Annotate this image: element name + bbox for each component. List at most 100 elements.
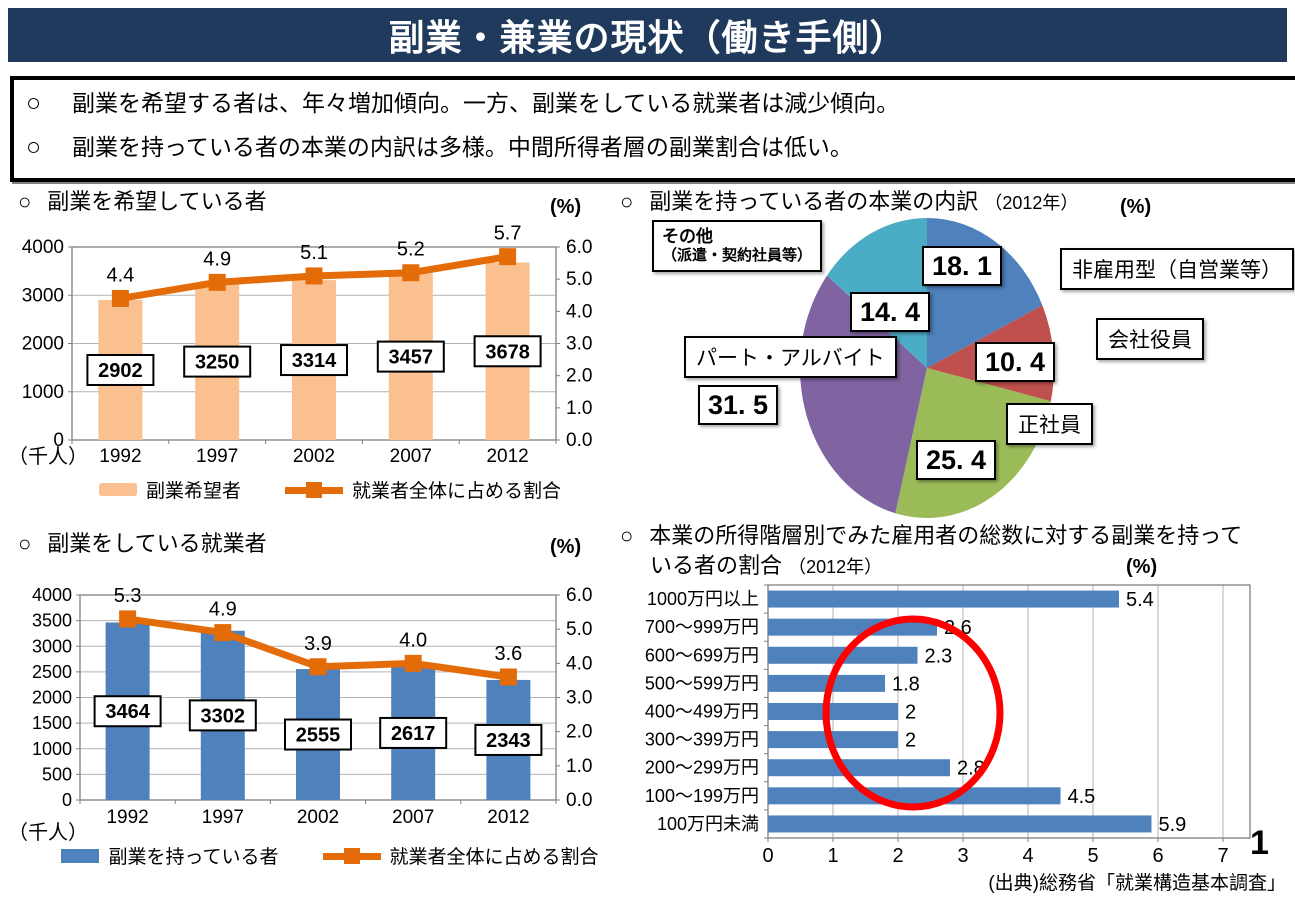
svg-text:400～499万円: 400～499万円 xyxy=(645,702,759,722)
svg-text:1000万円以上: 1000万円以上 xyxy=(647,589,759,609)
svg-text:5.0: 5.0 xyxy=(566,619,592,640)
svg-text:4.9: 4.9 xyxy=(209,599,237,621)
svg-text:1000: 1000 xyxy=(32,739,72,759)
svg-text:5.3: 5.3 xyxy=(114,585,142,607)
header-bar: 副業・兼業の現状（働き手側） xyxy=(8,8,1287,62)
income-heading-line2: いる者の割合 （2012年） xyxy=(650,553,883,578)
section-circle-icon: ○ xyxy=(18,189,32,214)
svg-text:2002: 2002 xyxy=(293,446,335,467)
wishers-legend-line-label: 就業者全体に占める割合 xyxy=(352,481,562,502)
svg-text:3250: 3250 xyxy=(195,352,240,374)
svg-text:5.0: 5.0 xyxy=(566,269,592,290)
svg-text:5: 5 xyxy=(1087,845,1098,867)
income-chart: 0 1 2 3 4 5 6 75.41000万円以上2.6700～999万円2.3600～69… xyxy=(645,584,1251,867)
mainjob-heading: ○ 副業を持っている者の本業の内訳 （2012年） xyxy=(620,184,1078,216)
svg-text:2: 2 xyxy=(905,730,916,752)
svg-text:5.7: 5.7 xyxy=(494,223,522,245)
svg-text:0: 0 xyxy=(762,845,773,867)
mainjob-year-note: （2012年） xyxy=(984,193,1079,213)
svg-text:0: 0 xyxy=(53,430,64,451)
holders-title: 副業をしている就業者 xyxy=(47,531,267,556)
income-year-note: （2012年） xyxy=(788,557,883,577)
svg-text:300～399万円: 300～399万円 xyxy=(645,730,759,750)
pie-value-other: 14. 4 xyxy=(850,292,931,333)
svg-text:1.0: 1.0 xyxy=(566,398,592,419)
svg-text:1: 1 xyxy=(827,845,838,867)
svg-text:3.9: 3.9 xyxy=(304,633,332,655)
svg-text:3500: 3500 xyxy=(32,611,72,631)
svg-text:0.0: 0.0 xyxy=(566,790,592,811)
section-circle-icon: ○ xyxy=(620,523,634,548)
svg-text:5.2: 5.2 xyxy=(397,239,425,261)
pie-label-executive: 会社役員 xyxy=(1096,318,1204,360)
holders-chart: 0 500 1000 1500 2000 2500 3000 3500 4000 0.0 1.0 2.… xyxy=(32,585,592,828)
svg-text:7: 7 xyxy=(1217,845,1228,867)
svg-text:3457: 3457 xyxy=(389,347,434,369)
page-number: 1 xyxy=(1250,824,1269,862)
summary-bullet-2: ○ 副業を持っている者の本業の内訳は多様。中間所得者層の副業割合は低い。 xyxy=(26,128,1293,172)
wishers-heading: ○ 副業を希望している者 xyxy=(18,184,267,216)
svg-text:4000: 4000 xyxy=(22,237,64,258)
holders-left-axis-unit: （千人） xyxy=(8,822,88,844)
svg-text:4: 4 xyxy=(1022,845,1033,867)
bullet-circle-icon: ○ xyxy=(26,89,42,117)
svg-text:2007: 2007 xyxy=(392,807,434,828)
svg-text:700～999万円: 700～999万円 xyxy=(645,617,759,637)
svg-text:2.3: 2.3 xyxy=(925,645,953,667)
bar-swatch-icon xyxy=(61,848,100,863)
summary-bullet-1-text: 副業を希望する者は、年々増加傾向。一方、副業をしている就業者は減少傾向。 xyxy=(72,90,900,116)
bar-swatch-icon xyxy=(98,483,137,496)
svg-text:1992: 1992 xyxy=(106,807,148,828)
svg-text:200～299万円: 200～299万円 xyxy=(645,758,759,778)
wishers-chart: 0 1000 2000 3000 4000 0.0 1.0 2.0 3.0 4.0 5.0 6.0 19… xyxy=(22,223,593,467)
svg-text:2000: 2000 xyxy=(22,334,64,355)
section-circle-icon: ○ xyxy=(18,531,32,556)
svg-text:2500: 2500 xyxy=(32,662,72,682)
svg-text:2555: 2555 xyxy=(296,725,341,747)
svg-text:100～199万円: 100～199万円 xyxy=(645,786,759,806)
wishers-right-axis-unit: (%) xyxy=(550,196,582,218)
svg-text:2: 2 xyxy=(892,845,903,867)
bullet-circle-icon: ○ xyxy=(26,133,42,161)
svg-text:3302: 3302 xyxy=(201,705,246,727)
summary-bullet-2-text: 副業を持っている者の本業の内訳は多様。中間所得者層の副業割合は低い。 xyxy=(72,134,853,160)
svg-text:2: 2 xyxy=(905,702,916,724)
svg-text:2902: 2902 xyxy=(98,360,143,382)
svg-text:1000: 1000 xyxy=(22,382,64,403)
svg-text:3.6: 3.6 xyxy=(494,643,522,665)
svg-text:4.4: 4.4 xyxy=(106,264,134,286)
holders-legend: 副業を持っている者 就業者全体に占める割合 xyxy=(30,842,630,869)
svg-text:3.0: 3.0 xyxy=(566,688,592,709)
source-note: (出典)総務省「就業構造基本調査」 xyxy=(988,873,1286,894)
svg-text:5.4: 5.4 xyxy=(1126,589,1154,611)
svg-text:3464: 3464 xyxy=(105,701,150,723)
svg-text:2617: 2617 xyxy=(391,723,436,745)
holders-heading: ○ 副業をしている就業者 xyxy=(18,526,267,558)
pie-label-self-employed: 非雇用型（自営業等） xyxy=(1060,248,1294,290)
svg-text:1.8: 1.8 xyxy=(892,673,920,695)
wishers-title: 副業を希望している者 xyxy=(47,189,267,214)
holders-legend-line-label: 就業者全体に占める割合 xyxy=(389,847,599,868)
svg-text:1.0: 1.0 xyxy=(566,756,592,777)
svg-text:3: 3 xyxy=(957,845,968,867)
svg-text:5.9: 5.9 xyxy=(1159,814,1187,836)
pie-value-regular-employee: 25. 4 xyxy=(916,440,997,481)
svg-text:4.9: 4.9 xyxy=(203,248,231,270)
mainjob-title: 副業を持っている者の本業の内訳 xyxy=(649,189,979,214)
svg-text:2000: 2000 xyxy=(32,688,72,708)
wishers-legend-bar-label: 副業希望者 xyxy=(145,481,241,502)
svg-text:4000: 4000 xyxy=(32,585,72,605)
svg-text:3314: 3314 xyxy=(292,350,337,372)
svg-text:3000: 3000 xyxy=(22,285,64,306)
svg-text:1997: 1997 xyxy=(202,807,244,828)
svg-text:0.0: 0.0 xyxy=(566,430,592,451)
svg-text:4.5: 4.5 xyxy=(1068,786,1096,808)
wishers-legend: 副業希望者 就業者全体に占める割合 xyxy=(30,476,630,503)
svg-text:1997: 1997 xyxy=(196,446,238,467)
summary-bullet-1: ○ 副業を希望する者は、年々増加傾向。一方、副業をしている就業者は減少傾向。 xyxy=(26,84,1293,128)
svg-text:2007: 2007 xyxy=(390,446,432,467)
pie-label-other: その他 （派遣・契約社員等） xyxy=(652,220,823,272)
svg-text:3000: 3000 xyxy=(32,636,72,656)
svg-text:1992: 1992 xyxy=(99,446,141,467)
